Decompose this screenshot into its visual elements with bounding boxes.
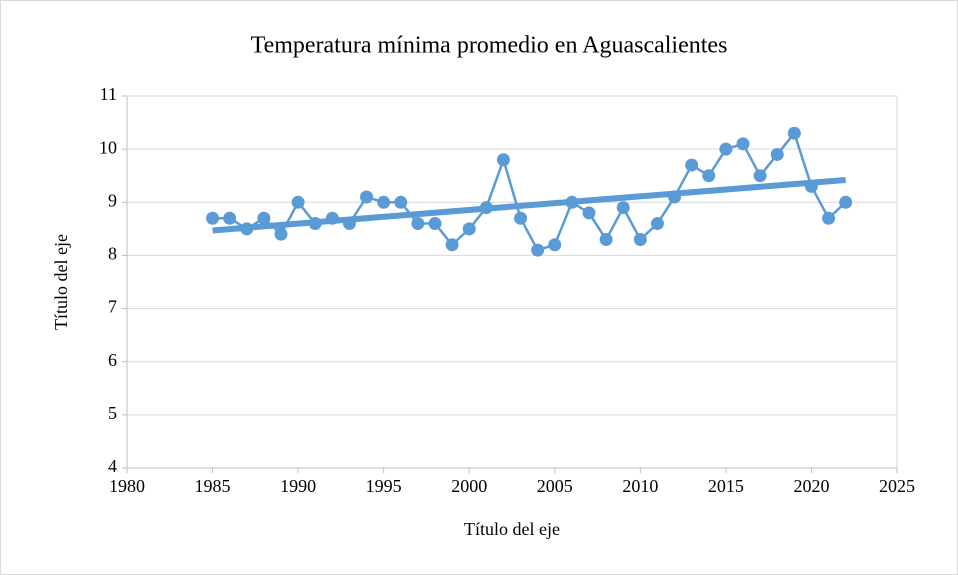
y-tick-label: 8 bbox=[108, 244, 117, 264]
x-tick-label: 2010 bbox=[622, 476, 658, 496]
data-point bbox=[702, 169, 716, 183]
data-point bbox=[804, 179, 818, 193]
data-point bbox=[496, 153, 510, 167]
x-tick-label: 2025 bbox=[879, 476, 915, 496]
data-point bbox=[325, 211, 339, 225]
y-tick-label: 4 bbox=[108, 456, 117, 476]
y-tick-label: 6 bbox=[108, 350, 117, 370]
chart-title: Temperatura mínima promedio en Aguascali… bbox=[251, 33, 728, 59]
data-point bbox=[462, 222, 476, 236]
data-point bbox=[428, 217, 442, 231]
x-tick-label: 1985 bbox=[195, 476, 231, 496]
y-tick-label: 9 bbox=[108, 190, 117, 210]
data-point bbox=[668, 190, 682, 204]
x-tick-label: 2015 bbox=[708, 476, 744, 496]
data-point bbox=[582, 206, 596, 220]
x-tick-label: 1995 bbox=[366, 476, 402, 496]
data-point bbox=[787, 126, 801, 140]
x-tick-label: 1980 bbox=[109, 476, 145, 496]
y-tick-label: 10 bbox=[99, 137, 117, 157]
data-point bbox=[479, 201, 493, 215]
data-point bbox=[514, 211, 528, 225]
data-point bbox=[411, 217, 425, 231]
data-point bbox=[685, 158, 699, 172]
data-point bbox=[633, 232, 647, 246]
y-tick-label: 5 bbox=[108, 403, 117, 423]
x-axis-title: Título del eje bbox=[464, 519, 560, 539]
data-point bbox=[342, 217, 356, 231]
data-point bbox=[223, 211, 237, 225]
data-point bbox=[206, 211, 220, 225]
data-point bbox=[719, 142, 733, 156]
x-tick-label: 2000 bbox=[451, 476, 487, 496]
data-point bbox=[377, 195, 391, 209]
data-point bbox=[822, 211, 836, 225]
data-point bbox=[753, 169, 767, 183]
data-point bbox=[308, 217, 322, 231]
data-point bbox=[616, 201, 630, 215]
y-tick-label: 11 bbox=[100, 84, 117, 104]
x-tick-label: 2020 bbox=[793, 476, 829, 496]
y-tick-label: 7 bbox=[108, 297, 117, 317]
data-point bbox=[394, 195, 408, 209]
data-point bbox=[839, 195, 853, 209]
data-point bbox=[531, 243, 545, 257]
data-point bbox=[360, 190, 374, 204]
data-point bbox=[565, 195, 579, 209]
data-point bbox=[274, 227, 288, 241]
data-point bbox=[445, 238, 459, 252]
data-point bbox=[240, 222, 254, 236]
data-point bbox=[736, 137, 750, 151]
data-point bbox=[548, 238, 562, 252]
data-point bbox=[599, 232, 613, 246]
y-axis-title: Título del eje bbox=[51, 234, 71, 330]
data-point bbox=[770, 147, 784, 161]
x-tick-label: 1990 bbox=[280, 476, 316, 496]
x-tick-label: 2005 bbox=[537, 476, 573, 496]
data-point bbox=[650, 217, 664, 231]
data-point bbox=[291, 195, 305, 209]
data-point bbox=[257, 211, 271, 225]
